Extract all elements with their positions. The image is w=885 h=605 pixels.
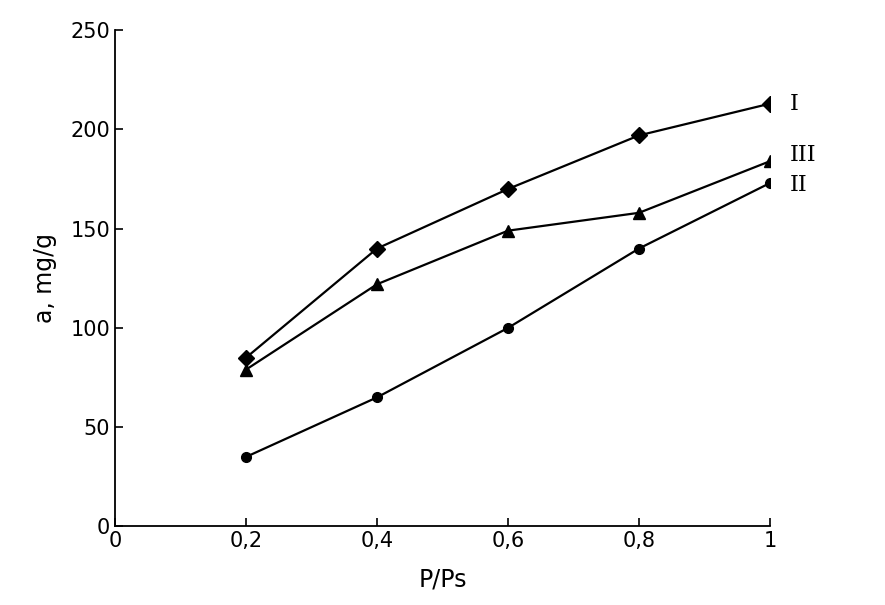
Text: III: III: [789, 144, 816, 166]
Text: II: II: [789, 174, 807, 196]
X-axis label: P/Ps: P/Ps: [419, 568, 466, 592]
Y-axis label: a, mg/g: a, mg/g: [33, 234, 57, 323]
Text: I: I: [789, 93, 798, 115]
